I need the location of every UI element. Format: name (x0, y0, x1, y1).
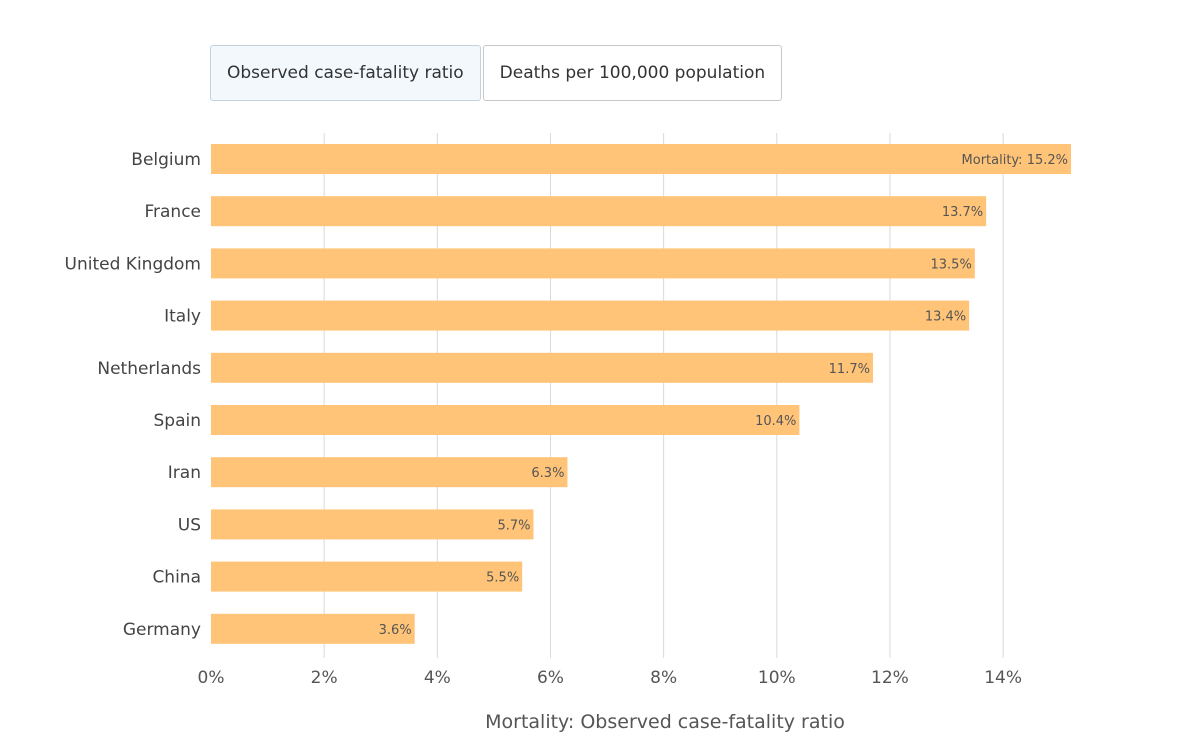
x-tick-label: 8% (650, 668, 677, 688)
x-tick-label: 6% (537, 668, 564, 688)
bars (211, 144, 1071, 644)
category-label: Germany (123, 620, 201, 640)
bar[interactable] (211, 196, 987, 227)
x-axis-title: Mortality: Observed case-fatality ratio (485, 711, 845, 733)
bar[interactable] (211, 300, 970, 331)
data-label: 13.7% (942, 205, 983, 220)
bar[interactable] (211, 457, 568, 488)
category-label: Netherlands (97, 359, 201, 379)
data-label: 3.6% (379, 623, 412, 638)
category-label: Spain (154, 411, 202, 431)
data-labels: Mortality: 15.2% 13.7% 13.5% 13.4% 11.7% 10.4… (379, 153, 1068, 638)
bar[interactable] (211, 509, 534, 540)
bar[interactable] (211, 561, 523, 592)
category-label: China (152, 568, 201, 588)
data-label: 13.5% (931, 257, 972, 272)
data-label: 13.4% (925, 310, 966, 325)
x-tick-labels: 0% 2% 4% 6% 8% 10% 12% 14% (198, 668, 1022, 688)
category-label: United Kingdom (65, 254, 201, 274)
category-label: US (178, 515, 201, 535)
bar[interactable] (211, 613, 415, 644)
bar[interactable] (211, 144, 1071, 174)
data-label: 11.7% (829, 362, 870, 377)
x-tick-label: 0% (198, 668, 225, 688)
data-label: 5.5% (486, 571, 519, 586)
data-label: 10.4% (755, 414, 796, 429)
toggle-case-fatality-ratio[interactable]: Observed case-fatality ratio (210, 45, 481, 101)
category-label: Italy (164, 307, 201, 327)
category-labels: Belgium France United Kingdom Italy Netherla… (65, 150, 202, 640)
bar[interactable] (211, 248, 975, 279)
category-label: Belgium (131, 150, 201, 170)
x-tick-label: 14% (984, 668, 1022, 688)
x-tick-label: 2% (311, 668, 338, 688)
data-label: Mortality: 15.2% (962, 153, 1068, 168)
category-label: France (144, 202, 201, 222)
bar[interactable] (211, 405, 800, 435)
data-label: 5.7% (497, 518, 530, 533)
x-tick-label: 4% (424, 668, 451, 688)
x-tick-label: 10% (758, 668, 796, 688)
data-label: 6.3% (531, 466, 564, 481)
toggle-deaths-per-100k[interactable]: Deaths per 100,000 population (482, 45, 783, 101)
bar[interactable] (211, 352, 873, 383)
category-label: Iran (168, 463, 201, 483)
x-tick-label: 12% (871, 668, 909, 688)
metric-toggle-group: Observed case-fatality ratio Deaths per … (210, 45, 784, 101)
